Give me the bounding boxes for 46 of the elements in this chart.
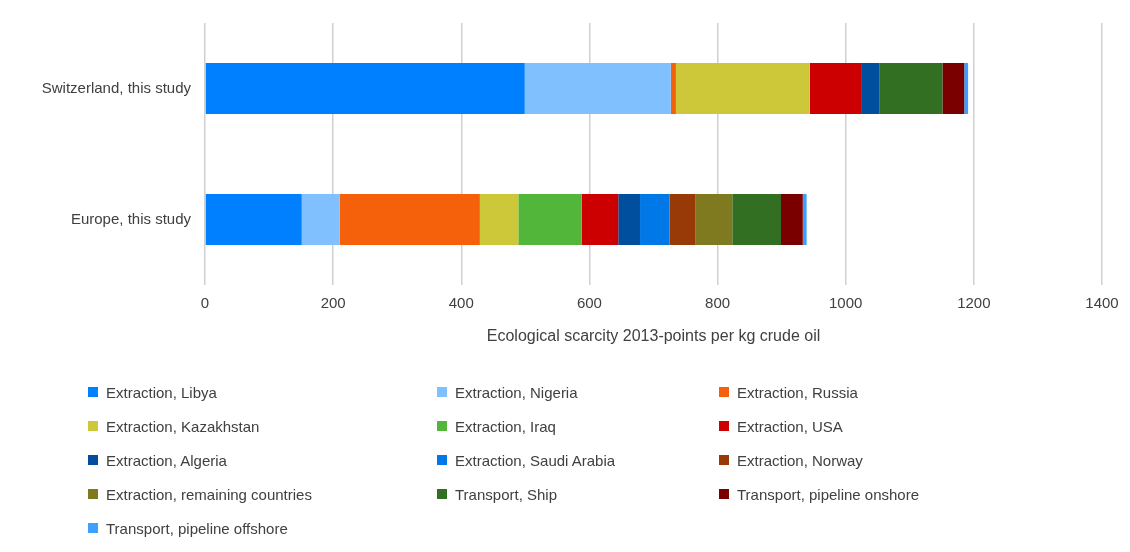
bar <box>879 62 943 115</box>
bar <box>695 193 733 246</box>
bar <box>205 62 525 115</box>
bar <box>675 62 810 115</box>
bar <box>524 62 671 115</box>
legend-label: Transport, pipeline onshore <box>737 485 920 503</box>
x-tick-label: 200 <box>320 294 346 312</box>
legend-label: Transport, Ship <box>455 485 557 503</box>
legend-label: Extraction, Algeria <box>106 451 227 469</box>
bar <box>809 62 862 115</box>
bar <box>732 193 781 246</box>
legend-label: Extraction, Norway <box>737 451 863 469</box>
y-tick-label: Europe, this study <box>70 209 192 227</box>
x-tick-label: 0 <box>200 294 210 312</box>
bar <box>640 193 670 246</box>
bar <box>339 193 480 246</box>
legend-label: Extraction, Saudi Arabia <box>455 451 616 469</box>
legend-label: Transport, pipeline offshore <box>106 519 288 537</box>
bar <box>618 193 641 246</box>
bar <box>670 62 676 115</box>
x-tick-label: 1200 <box>957 294 991 312</box>
bar <box>581 193 619 246</box>
x-tick-label: 1000 <box>829 294 863 312</box>
y-tick-label: Switzerland, this study <box>41 78 192 96</box>
legend-label: Extraction, USA <box>737 417 843 435</box>
x-tick-label: 1400 <box>1085 294 1119 312</box>
legend-label: Extraction, Nigeria <box>455 383 578 401</box>
x-axis-title: Ecological scarcity 2013-points per kg crude oil <box>486 326 821 344</box>
bar <box>942 62 965 115</box>
bar <box>964 62 969 115</box>
legend-label: Extraction, Libya <box>106 383 217 401</box>
x-tick-label: 600 <box>576 294 602 312</box>
bar <box>479 193 519 246</box>
bar <box>205 193 302 246</box>
x-tick-label: 800 <box>705 294 731 312</box>
bar <box>861 62 880 115</box>
legend-label: Extraction, Kazakhstan <box>106 417 260 435</box>
legend-label: Extraction, Iraq <box>455 417 556 435</box>
legend-label: Extraction, Russia <box>737 383 858 401</box>
legend-label: Extraction, remaining countries <box>106 485 312 503</box>
bar <box>518 193 582 246</box>
x-tick-label: 400 <box>448 294 474 312</box>
bar <box>301 193 340 246</box>
bar <box>669 193 696 246</box>
bar <box>781 193 803 246</box>
bar <box>802 193 807 246</box>
